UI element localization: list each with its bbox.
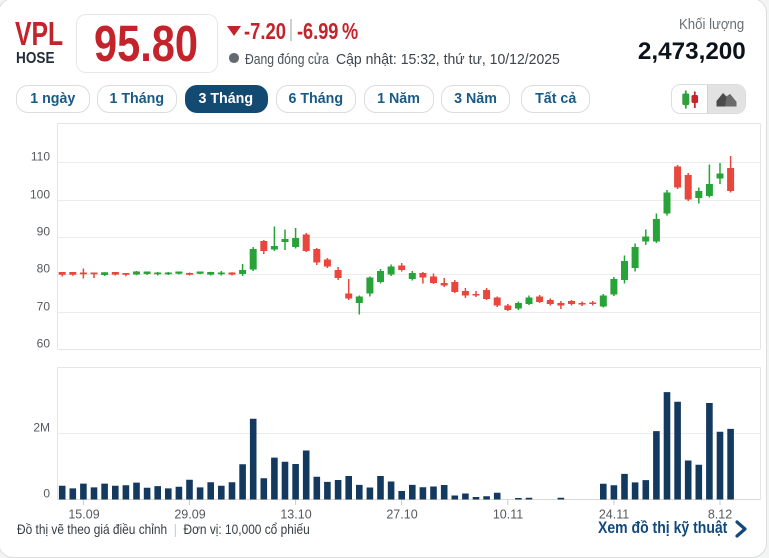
svg-text:110: 110 [31, 150, 50, 164]
svg-text:10.11: 10.11 [493, 508, 523, 522]
svg-text:8.12: 8.12 [708, 508, 732, 522]
svg-text:15.09: 15.09 [68, 508, 99, 522]
svg-text:29.09: 29.09 [174, 508, 205, 522]
svg-text:24.11: 24.11 [599, 508, 629, 522]
svg-text:100: 100 [30, 188, 50, 202]
svg-text:13.10: 13.10 [280, 508, 311, 522]
svg-text:27.10: 27.10 [386, 508, 417, 522]
svg-text:70: 70 [37, 300, 51, 314]
svg-text:60: 60 [37, 337, 51, 351]
svg-text:80: 80 [37, 262, 51, 276]
svg-text:0: 0 [43, 487, 50, 501]
svg-text:90: 90 [37, 225, 51, 239]
svg-text:2M: 2M [33, 421, 50, 435]
